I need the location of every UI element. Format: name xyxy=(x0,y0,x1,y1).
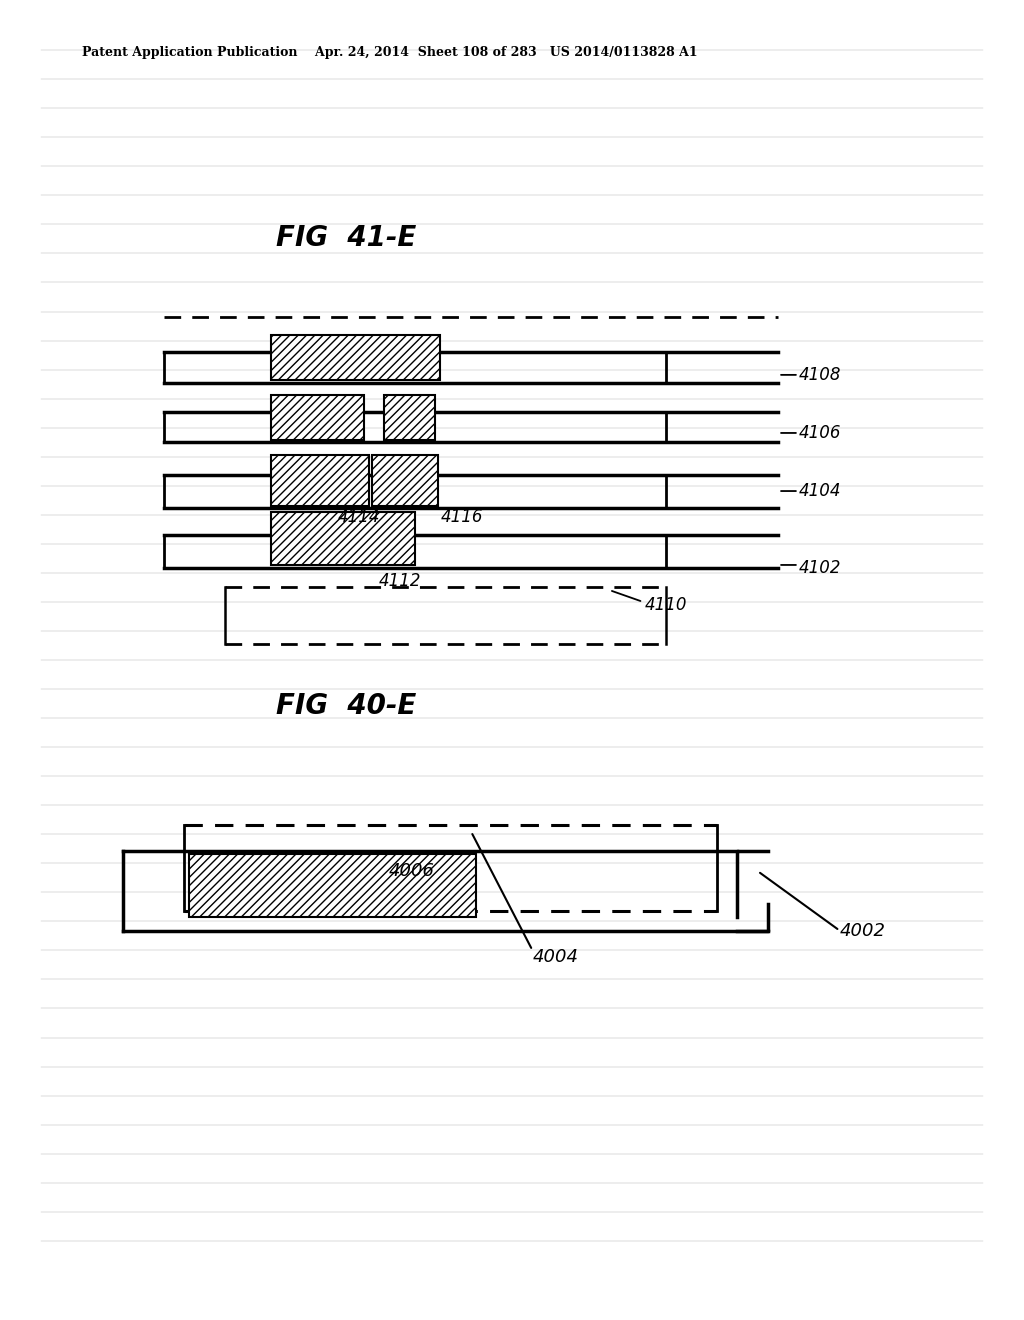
Text: FIG  41-E: FIG 41-E xyxy=(276,223,417,252)
Bar xyxy=(271,512,415,565)
Text: 4102: 4102 xyxy=(799,558,842,577)
Text: 4110: 4110 xyxy=(645,595,688,614)
Text: FIG  40-E: FIG 40-E xyxy=(276,692,417,721)
Text: 4112: 4112 xyxy=(379,572,422,590)
Text: 4104: 4104 xyxy=(799,482,842,500)
Text: 4114: 4114 xyxy=(338,508,381,527)
Text: 4106: 4106 xyxy=(799,424,842,442)
Bar xyxy=(271,395,364,440)
Text: Patent Application Publication    Apr. 24, 2014  Sheet 108 of 283   US 2014/0113: Patent Application Publication Apr. 24, … xyxy=(82,46,697,59)
Text: 4116: 4116 xyxy=(440,508,483,527)
Bar xyxy=(384,395,435,440)
Bar xyxy=(189,854,476,917)
Bar xyxy=(271,455,369,506)
Text: 4004: 4004 xyxy=(532,948,579,966)
Bar xyxy=(271,335,440,380)
Bar xyxy=(372,455,438,506)
Text: 4108: 4108 xyxy=(799,366,842,384)
Text: 4002: 4002 xyxy=(840,921,886,940)
Text: 4006: 4006 xyxy=(389,862,435,880)
